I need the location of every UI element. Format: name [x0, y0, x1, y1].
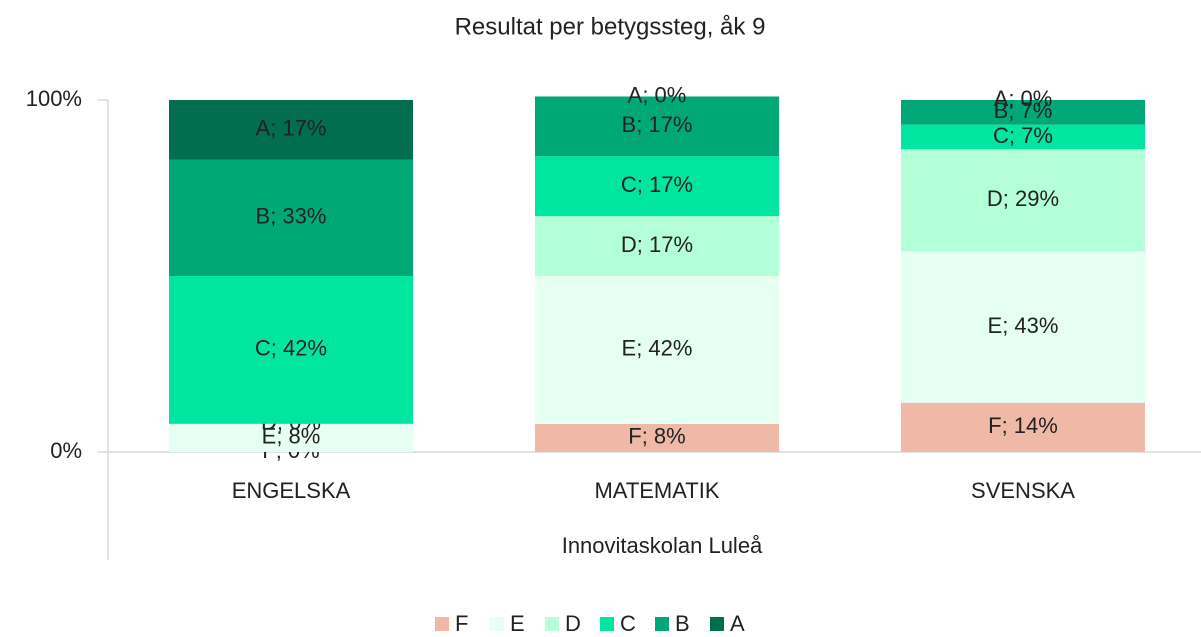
legend-label: A [730, 611, 745, 636]
bar-segment [901, 402, 1145, 452]
bar-segment [169, 423, 413, 452]
bar-segment [901, 100, 1145, 125]
bar-segment [535, 156, 779, 217]
x-axis-title: Innovitaskolan Luleå [562, 533, 763, 558]
legend-swatch [655, 617, 669, 631]
data-label: A; 0% [994, 86, 1053, 111]
legend-label: B [675, 611, 690, 636]
data-label: B; 7% [994, 98, 1053, 123]
bar-segment [535, 423, 779, 452]
bar-segment [169, 100, 413, 160]
x-tick-label: SVENSKA [971, 478, 1075, 503]
bar-segment [901, 124, 1145, 150]
bar-segment [535, 216, 779, 276]
legend-swatch [490, 617, 504, 631]
legend-swatch [435, 617, 449, 631]
data-label: B; 33% [256, 204, 327, 229]
legend-swatch [600, 617, 614, 631]
bar-segment [901, 251, 1145, 403]
data-label: D; 17% [621, 232, 693, 257]
legend-label: E [510, 611, 525, 636]
data-label: D; 29% [987, 186, 1059, 211]
data-label: F; 14% [988, 413, 1058, 438]
legend-label: C [620, 611, 636, 636]
y-tick-label: 0% [50, 438, 82, 463]
y-tick-label: 100% [26, 86, 82, 111]
data-label: C; 7% [993, 123, 1053, 148]
bar-segment [169, 159, 413, 276]
bar-segment [169, 276, 413, 424]
data-label: E; 42% [622, 336, 693, 361]
data-label: F; 8% [628, 424, 685, 449]
data-label: E; 43% [988, 313, 1059, 338]
data-label: C; 42% [255, 336, 327, 361]
data-label: E; 8% [262, 424, 321, 449]
x-tick-label: ENGELSKA [232, 478, 351, 503]
legend-swatch [710, 617, 724, 631]
data-label: C; 17% [621, 172, 693, 197]
legend-label: F [455, 611, 468, 636]
chart-title: Resultat per betygssteg, åk 9 [455, 13, 766, 40]
data-label: B; 17% [622, 112, 693, 137]
bar-segment [535, 276, 779, 424]
bar-segment [901, 149, 1145, 252]
legend-swatch [545, 617, 559, 631]
data-label: A; 0% [628, 82, 687, 107]
x-tick-label: MATEMATIK [594, 478, 719, 503]
legend-label: D [565, 611, 581, 636]
bar-segment [535, 96, 779, 157]
data-label: A; 17% [256, 116, 327, 141]
